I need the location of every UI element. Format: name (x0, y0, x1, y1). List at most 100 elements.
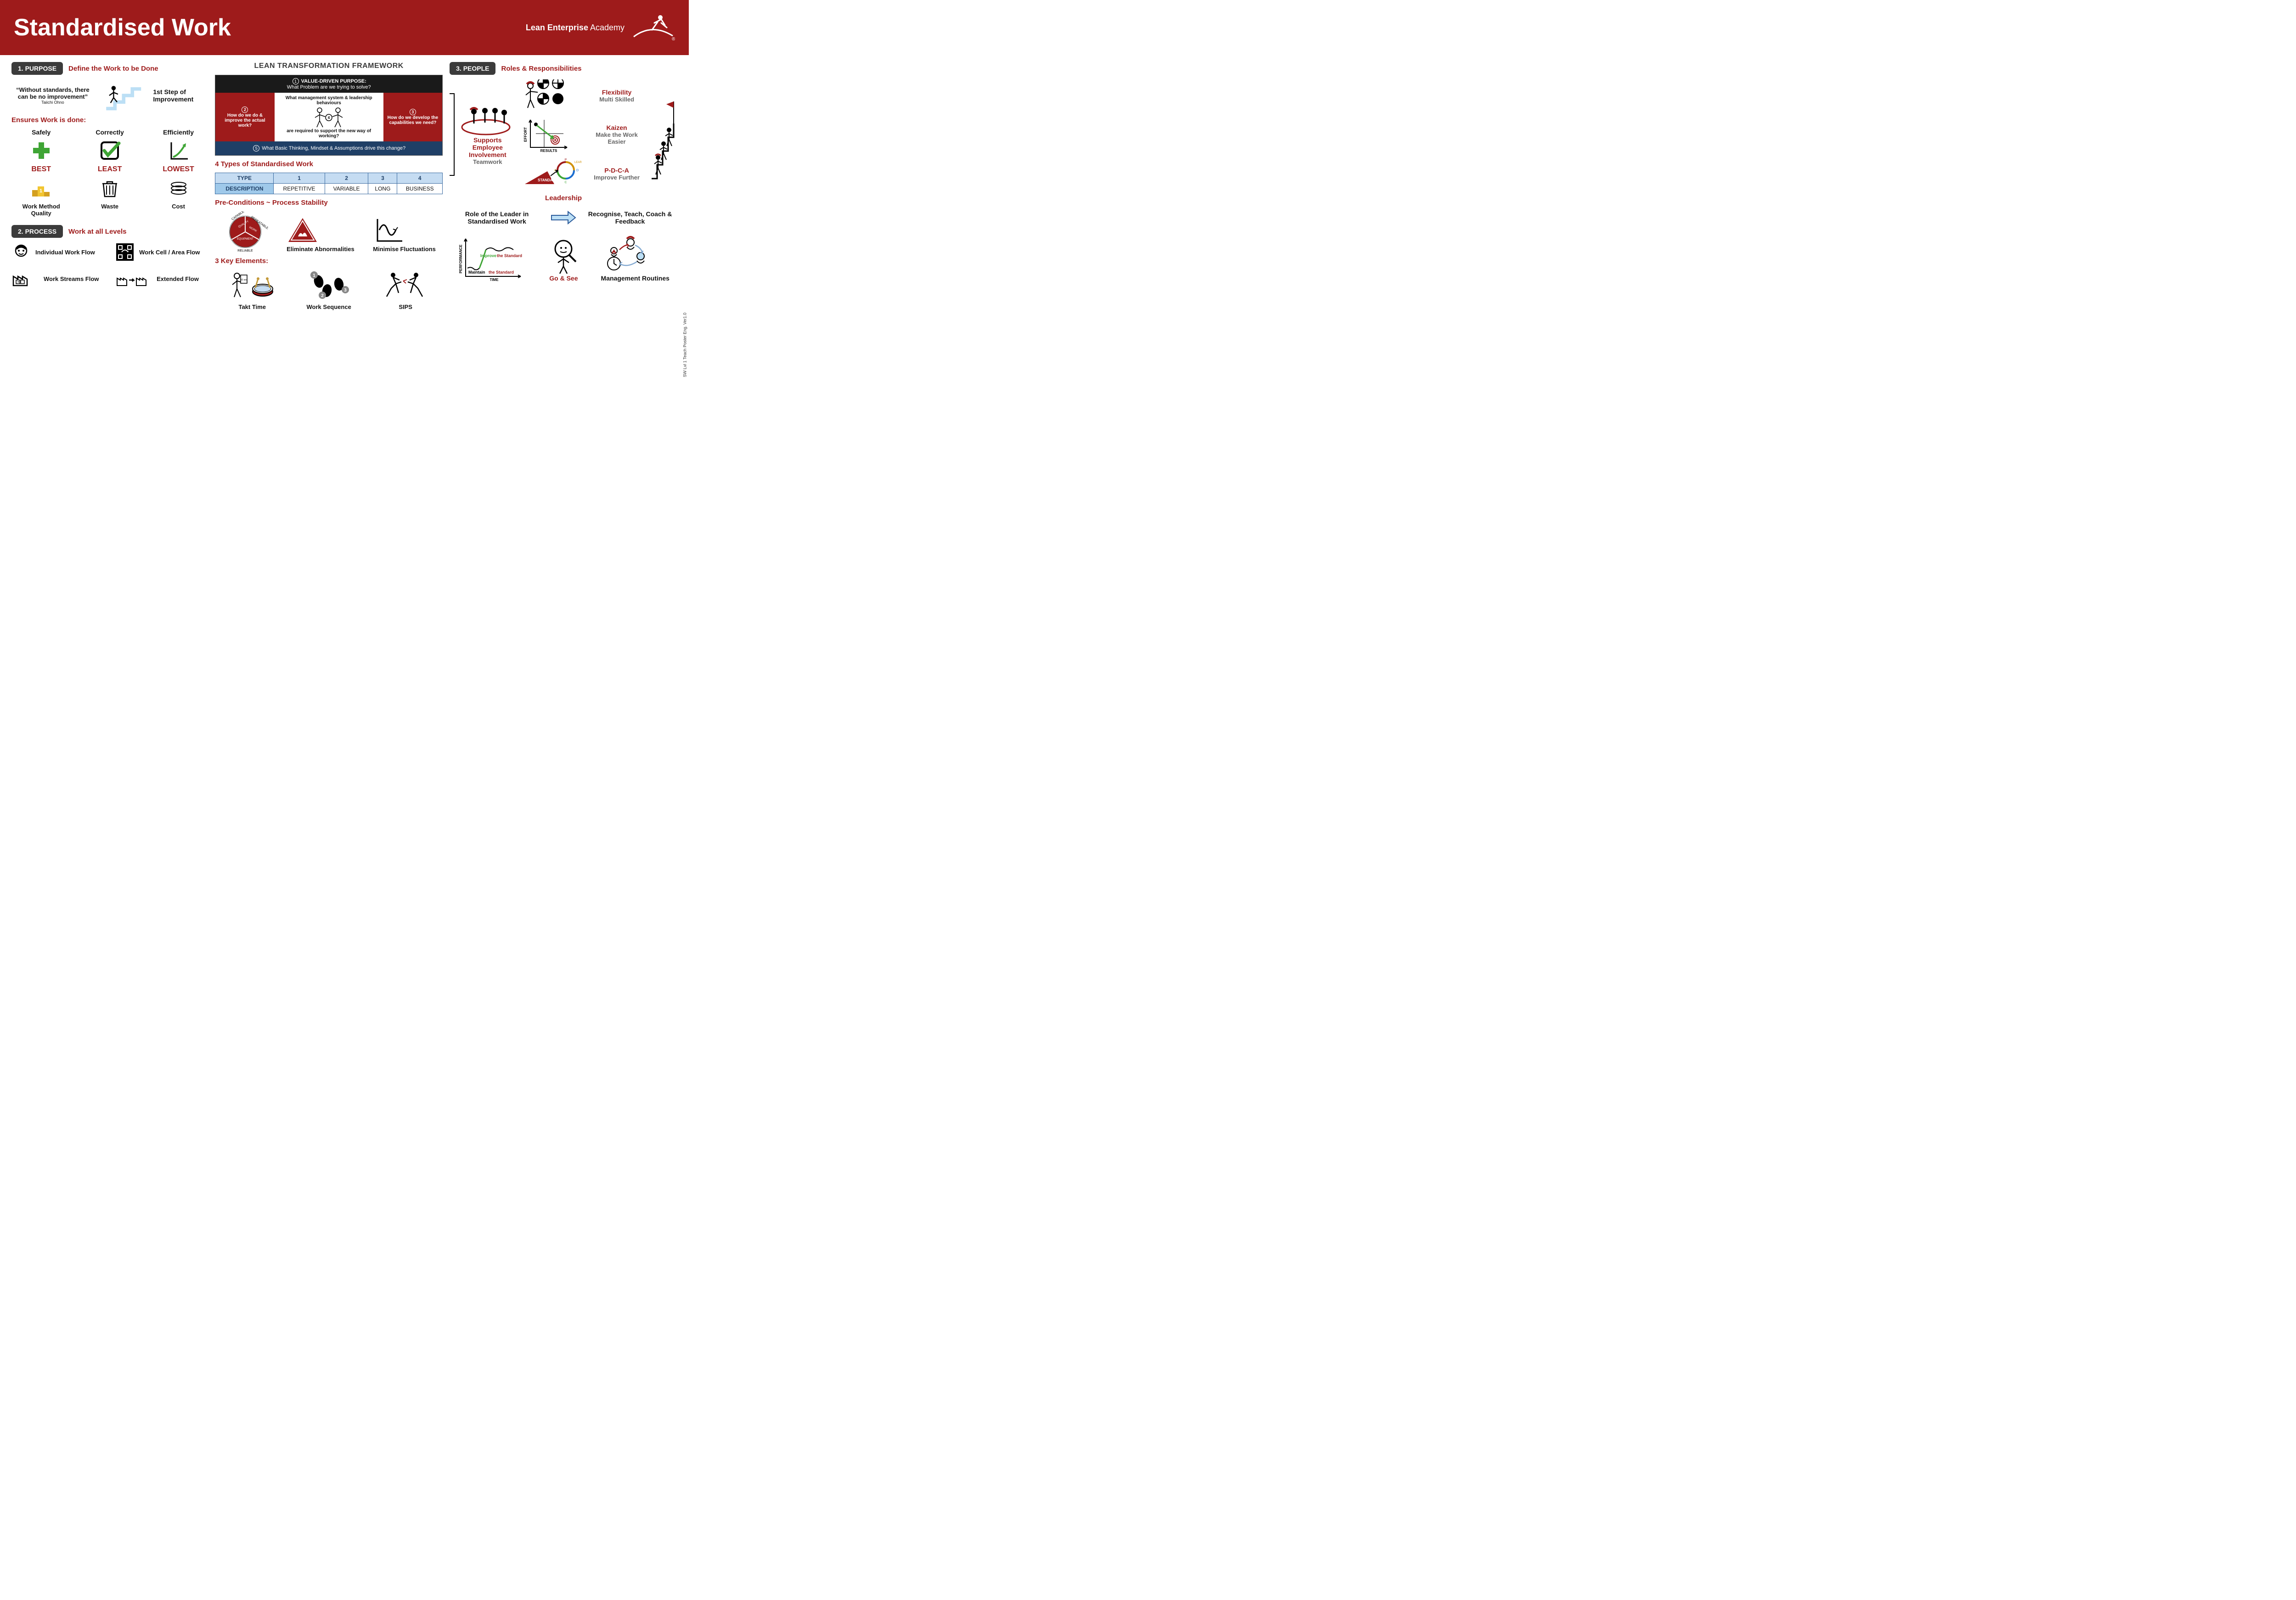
svg-text:TIME: TIME (490, 278, 499, 282)
relay-runners-icon (380, 269, 431, 302)
logo-text: Lean Enterprise Academy (526, 23, 625, 33)
people-subtitle: Roles & Responsibilities (501, 65, 581, 73)
svg-text:Maintain: Maintain (468, 270, 485, 275)
cell-flow-icon (115, 242, 135, 262)
factories-icon (115, 269, 152, 288)
team-circle-icon (458, 104, 513, 136)
svg-text:the Standard: the Standard (489, 270, 514, 275)
logo: Lean Enterprise Academy ® (526, 9, 675, 46)
svg-text:3: 3 (344, 288, 347, 293)
ltf-pillar-left: 2 How do we do & improve the actual work… (215, 93, 274, 141)
page-title: Standardised Work (14, 14, 231, 41)
concept-kaizen: Kaizen Make the Work Easier (587, 124, 646, 145)
keyel-sips: SIPS (380, 269, 431, 310)
quote-attribution: Taiichi Ohno (11, 100, 94, 105)
checkbox-icon (99, 140, 121, 162)
fluctuation-icon (373, 216, 405, 244)
ensures-title: Ensures Work is done: (11, 116, 208, 124)
concept-pdca: P-D-C-A Improve Further (587, 167, 646, 181)
leader-recognise-text: Recognise, Teach, Coach & Feedback (583, 210, 677, 225)
footer-version: SW Lvl 1 Teach Poster Eng. Ver1.0 (682, 313, 687, 377)
ltf-base: 5 What Basic Thinking, Mindset & Assumpt… (215, 141, 442, 155)
svg-text:PERFORMANCE: PERFORMANCE (459, 244, 463, 273)
svg-text:1: 1 (39, 188, 42, 194)
leap-logo-icon: ® (629, 9, 675, 46)
precond-title: Pre-Conditions ~ Process Stability (215, 199, 443, 207)
content: 1. PURPOSE Define the Work to be Done “W… (0, 55, 689, 317)
effort-results-chart-icon: EFFORT RESULTS (522, 116, 573, 153)
key-elements-row: 60 sec Takt Time 1 2 3 Work Sequence (215, 269, 443, 310)
svg-text:®: ® (672, 37, 675, 42)
ensures-grid: Safely Correctly Efficiently BEST LEAST … (11, 129, 208, 217)
flow-extended: Extended Flow (115, 269, 208, 288)
section-label-purpose: 1. PURPOSE (11, 62, 63, 75)
quote: “Without standards, there can be no impr… (11, 86, 94, 100)
trash-icon (99, 177, 121, 199)
key-elements-title: 3 Key Elements: (215, 257, 443, 265)
keyel-takt: 60 sec Takt Time (227, 269, 277, 310)
purpose-subtitle: Define the Work to be Done (68, 65, 158, 73)
svg-text:EQUIPMENT: EQUIPMENT (237, 238, 253, 241)
leader-row: Role of the Leader in Standardised Work … (450, 210, 677, 225)
warning-triangle-icon (287, 216, 319, 244)
svg-text:60 sec: 60 sec (241, 279, 248, 281)
precond-eliminate: Eliminate Abnormalities (287, 216, 355, 253)
stairs-flag-icon (650, 89, 677, 180)
precond-wheel: QUALITY WORK EQUIPMENT CAPABLE REPEATABL… (222, 211, 268, 253)
factory-icon (11, 269, 39, 288)
plus-icon (30, 140, 52, 162)
takt-time-icon: 60 sec (227, 269, 277, 302)
svg-text:D: D (576, 169, 579, 172)
graph-up-icon (168, 140, 190, 162)
types-title: 4 Types of Standardised Work (215, 160, 443, 168)
svg-text:Improve: Improve (480, 253, 496, 258)
svg-text:EFFORT: EFFORT (523, 127, 528, 142)
svg-text:P: P (565, 158, 567, 162)
flow-grid: Individual Work Flow Work Cell / Area Fl… (11, 242, 208, 288)
ensure-safely: Safely (11, 129, 71, 136)
column-purpose-process: 1. PURPOSE Define the Work to be Done “W… (11, 62, 208, 310)
flow-streams: Work Streams Flow (11, 269, 104, 288)
svg-text:2: 2 (321, 293, 324, 298)
ltf-title: LEAN TRANSFORMATION FRAMEWORK (215, 62, 443, 70)
ensure-quality: Work Method Quality (11, 203, 71, 217)
employee-involvement: Supports Employee Involvement Teamwork (450, 93, 517, 176)
section-label-process: 2. PROCESS (11, 225, 63, 238)
go-see: Go & See (547, 238, 580, 282)
ensure-efficiently: Efficiently (149, 129, 208, 136)
leadership-title: Leadership (450, 194, 677, 202)
column-people: 3. PEOPLE Roles & Responsibilities Flexi… (450, 62, 677, 310)
leader-role-text: Role of the Leader in Standardised Work (450, 210, 544, 225)
ensure-lowest: LOWEST (149, 165, 208, 174)
process-subtitle: Work at all Levels (68, 228, 126, 236)
ensure-best: BEST (11, 165, 71, 174)
pdca-standards-icon: STANDARDS P D C A LEARNING (522, 157, 582, 190)
svg-text:RELIABLE: RELIABLE (237, 249, 253, 253)
ltf-roof: 1 VALUE-DRIVEN PURPOSE:What Problem are … (215, 75, 442, 93)
ensure-correctly: Correctly (80, 129, 139, 136)
ensure-least: LEAST (80, 165, 139, 174)
people-grid: Flexibility Multi Skilled Supports Em (450, 79, 646, 190)
skills-matrix-icon (522, 79, 573, 112)
svg-text:1: 1 (313, 273, 315, 278)
precond-row: QUALITY WORK EQUIPMENT CAPABLE REPEATABL… (215, 211, 443, 253)
ensure-waste: Waste (80, 203, 139, 217)
magnifier-person-icon (547, 238, 580, 275)
routines-icon (601, 233, 652, 275)
header: Standardised Work Lean Enterprise Academ… (0, 0, 689, 55)
leadership-bottom-row: PERFORMANCE TIME Improve the Standard Mai… (450, 233, 677, 282)
concept-flexibility: Flexibility Multi Skilled (587, 89, 646, 103)
svg-text:LEARNING: LEARNING (574, 161, 582, 164)
svg-text:RESULTS: RESULTS (540, 149, 557, 153)
flow-cell: Work Cell / Area Flow (115, 242, 208, 262)
first-step-text: 1st Step of Improvement (153, 88, 208, 103)
wheel-icon: QUALITY WORK EQUIPMENT CAPABLE REPEATABL… (222, 211, 268, 253)
svg-text:C: C (565, 181, 567, 184)
ltf-center: What management system & leadership beha… (275, 93, 383, 141)
svg-text:4: 4 (328, 116, 330, 120)
arrow-right-icon (550, 211, 577, 225)
keyel-sequence: 1 2 3 Work Sequence (306, 269, 352, 310)
podium-icon: 1 (30, 177, 52, 199)
ltf-pillar-right: 3 How do we develop the capabilities we … (383, 93, 442, 141)
coins-icon (168, 177, 190, 199)
